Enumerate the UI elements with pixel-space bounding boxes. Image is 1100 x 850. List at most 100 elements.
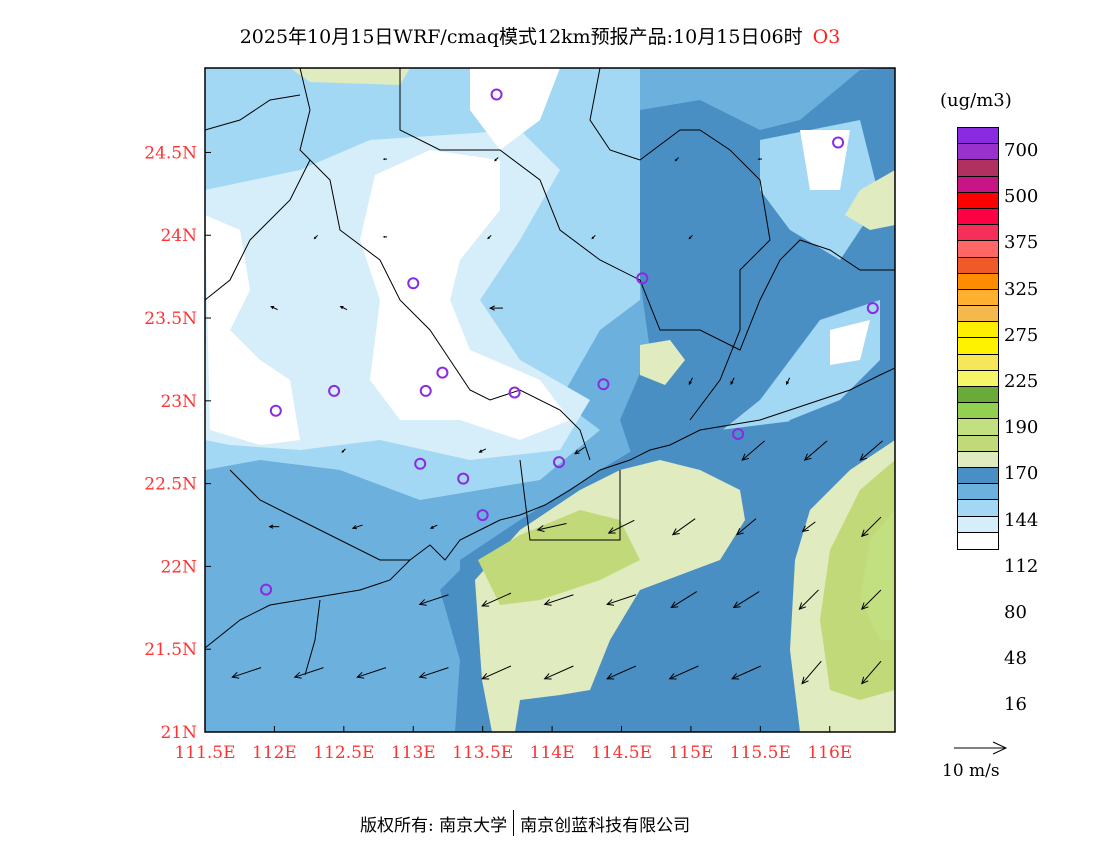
legend-color-band	[958, 289, 998, 307]
province-border	[689, 129, 771, 421]
legend-color-band	[958, 403, 998, 420]
legend-color-band	[958, 354, 998, 371]
pollutant-label: O3	[812, 26, 841, 48]
legend-color-band	[958, 532, 998, 549]
station-marker	[407, 277, 420, 290]
station-marker	[636, 272, 649, 285]
province-border	[229, 469, 410, 561]
lat-tick-label: 24.5N	[144, 143, 197, 163]
coastline	[205, 367, 895, 649]
wind-arrow	[356, 667, 387, 679]
legend-color-band	[958, 241, 998, 258]
wind-arrow	[732, 591, 760, 609]
wind-arrow	[861, 660, 882, 685]
lon-tick-label: 111.5E	[174, 743, 235, 763]
wind-arrow	[860, 589, 882, 610]
wind-arrow	[785, 377, 791, 386]
wind-arrow	[351, 524, 363, 530]
legend-label: 144	[1004, 509, 1039, 531]
station-marker	[866, 302, 879, 315]
legend-label: 325	[1004, 278, 1039, 300]
lat-tick-label: 22N	[160, 557, 197, 577]
concentration-field	[205, 68, 895, 732]
wind-arrow	[574, 446, 585, 455]
wind-arrow	[543, 594, 574, 606]
legend-color-band	[958, 257, 998, 274]
legend-label: 275	[1004, 324, 1039, 346]
legend-color-band	[958, 387, 998, 404]
legend-color-band	[958, 338, 998, 355]
map-frame	[204, 67, 896, 733]
lat-tick-label: 23.5N	[144, 309, 197, 329]
wind-arrow	[270, 305, 278, 311]
province-border	[304, 599, 321, 676]
legend-unit: (ug/m3)	[940, 90, 1012, 111]
lon-tick-label: 113.5E	[452, 743, 513, 763]
wind-arrow	[606, 665, 637, 680]
wind-arrow	[730, 377, 735, 386]
legend-color-band	[958, 144, 998, 161]
wind-arrow	[803, 440, 828, 461]
legend-color-band	[958, 160, 998, 177]
station-marker	[732, 427, 745, 440]
province-border	[399, 68, 895, 351]
legend-color-band	[958, 435, 998, 452]
wind-arrow	[668, 665, 699, 680]
station-marker	[419, 384, 432, 397]
legend-color-band	[958, 225, 998, 242]
legend-label: 375	[1004, 232, 1039, 254]
legend-color-band	[958, 306, 998, 323]
copyright-right: 南京创蓝科技有限公司	[520, 815, 691, 836]
legend-color-band	[958, 273, 998, 290]
footer: 版权所有: 南京大学 南京创蓝科技有限公司	[360, 810, 690, 836]
lon-tick-label: 112E	[252, 743, 297, 763]
lat-tick-label: 21.5N	[144, 640, 197, 660]
wind-arrow	[536, 522, 567, 532]
wind-arrow	[688, 377, 693, 386]
legend-color-band	[958, 176, 998, 193]
wind-arrow	[801, 660, 822, 685]
wind-arrow	[591, 234, 596, 240]
legend-color-band	[958, 192, 998, 209]
legend-color-band	[958, 370, 998, 387]
province-border	[589, 68, 700, 161]
legend-color-band	[958, 500, 998, 517]
longitude-axis: 111.5E 112E 112.5E 113E 113.5E 114E 114.5E 115E…	[174, 726, 852, 763]
legend-label: 48	[1004, 648, 1027, 670]
wind-vectors	[231, 157, 883, 685]
legend-color-band	[958, 419, 998, 436]
station-marker	[260, 583, 273, 596]
wind-arrow	[488, 305, 503, 311]
legend-color-band	[958, 484, 998, 501]
lat-tick-label: 24N	[160, 226, 197, 246]
lon-tick-label: 114.5E	[591, 743, 652, 763]
legend-label: 190	[1004, 417, 1039, 439]
lon-tick-label: 113E	[391, 743, 436, 763]
wind-arrow	[607, 519, 635, 534]
wind-arrow	[798, 589, 819, 610]
lat-tick-label: 22.5N	[144, 475, 197, 495]
wind-arrow	[382, 235, 388, 238]
wind-arrow	[313, 234, 319, 240]
lon-tick-label: 115E	[668, 743, 713, 763]
station-marker	[436, 366, 449, 379]
wind-arrow	[757, 158, 762, 161]
legend-color-band	[958, 467, 998, 485]
wind-arrow	[293, 667, 324, 679]
wind-arrow	[339, 305, 348, 311]
station-marker	[476, 509, 489, 522]
wind-arrow	[494, 157, 499, 162]
wind-arrow	[543, 665, 574, 680]
legend-label: 80	[1004, 602, 1027, 623]
station-marker	[553, 456, 566, 469]
footer-separator	[513, 810, 515, 836]
lon-tick-label: 114E	[530, 743, 575, 763]
wind-arrow	[231, 667, 262, 679]
wind-arrow	[741, 440, 765, 461]
lon-tick-label: 116E	[807, 743, 852, 763]
station-marker	[269, 404, 282, 417]
legend-label: 112	[1004, 555, 1039, 577]
legend-color-band	[958, 208, 998, 226]
wind-arrow	[268, 524, 280, 529]
